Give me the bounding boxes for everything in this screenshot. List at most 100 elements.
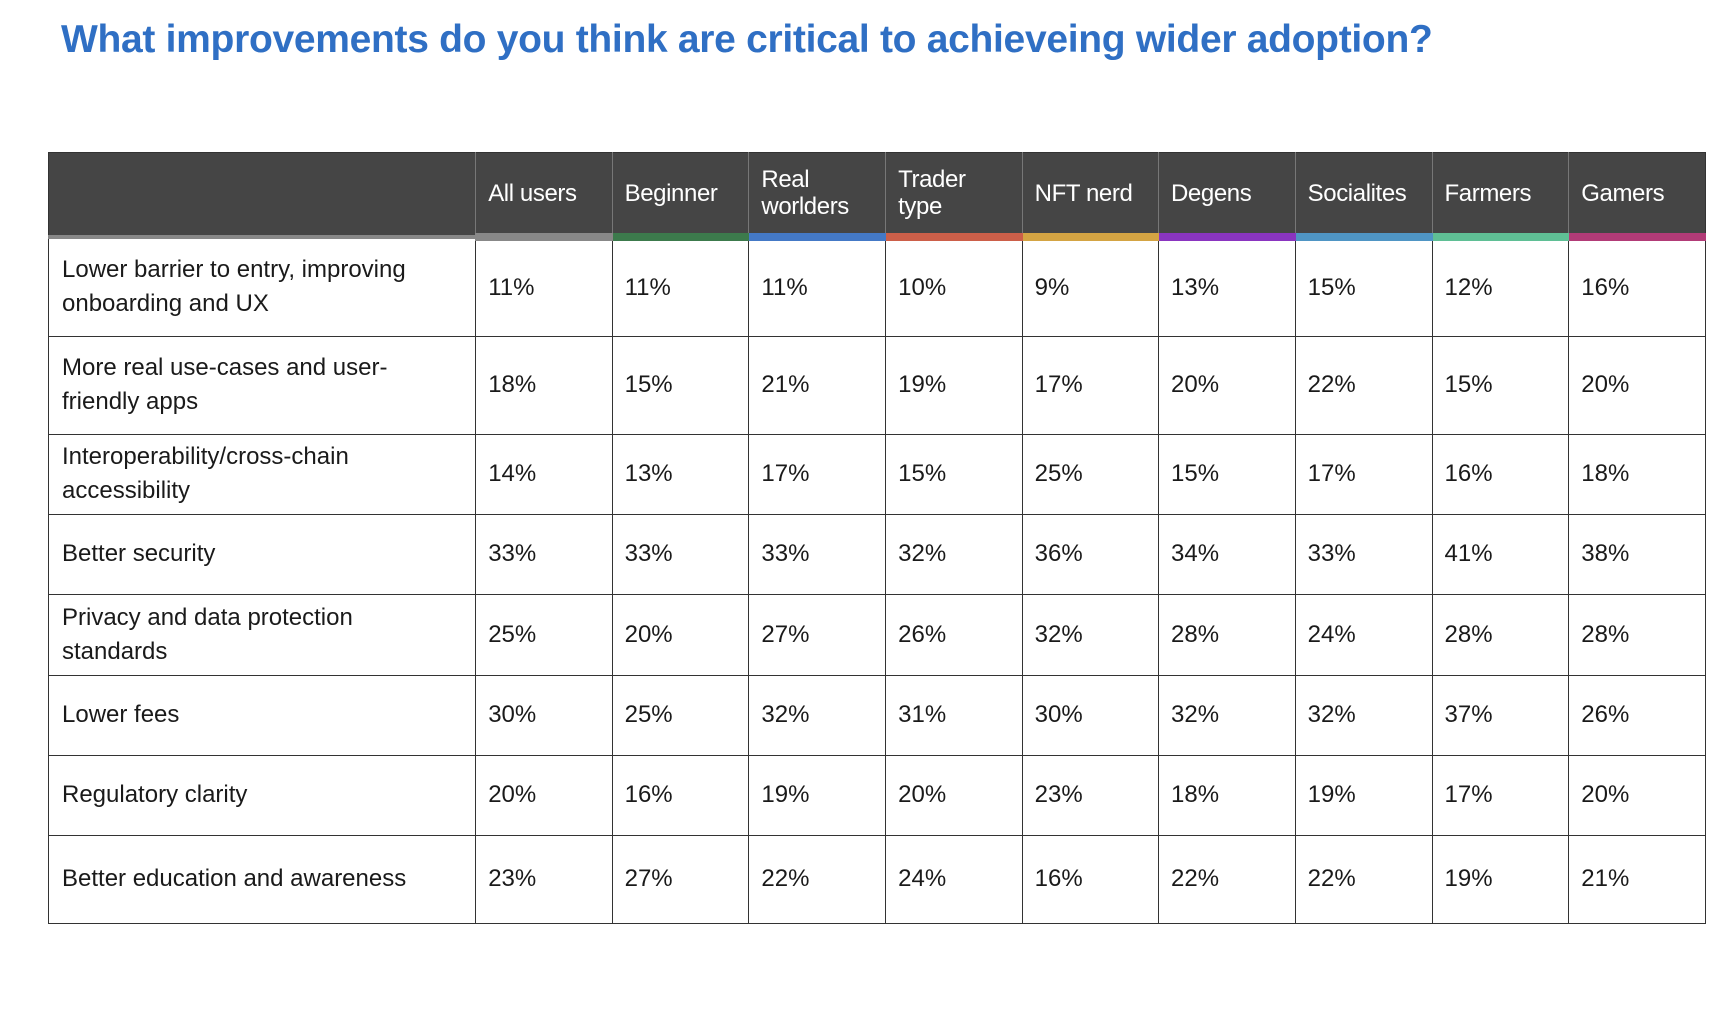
cell-value: 25%	[475, 593, 613, 676]
row-label: Better education and awareness	[47, 834, 477, 924]
header-blank	[48, 152, 476, 239]
column-header: Degens	[1158, 152, 1296, 241]
row-label: Regulatory clarity	[47, 754, 477, 836]
cell-value: 23%	[475, 834, 613, 924]
cell-value: 22%	[748, 834, 887, 924]
cell-value: 13%	[1158, 236, 1296, 337]
cell-value: 28%	[1431, 593, 1570, 676]
cell-value: 22%	[1294, 335, 1433, 435]
cell-value: 20%	[611, 593, 750, 676]
cell-value: 17%	[748, 433, 887, 515]
cell-value: 26%	[1568, 674, 1706, 756]
cell-value: 28%	[1568, 593, 1706, 676]
cell-value: 32%	[1158, 674, 1296, 756]
cell-value: 12%	[1431, 236, 1570, 337]
column-header: Farmers	[1431, 152, 1569, 241]
cell-value: 20%	[885, 754, 1023, 836]
cell-value: 33%	[611, 513, 750, 595]
cell-value: 19%	[1431, 834, 1570, 924]
cell-value: 24%	[885, 834, 1023, 924]
cell-value: 17%	[1431, 754, 1570, 836]
cell-value: 33%	[1294, 513, 1433, 595]
cell-value: 30%	[1021, 674, 1160, 756]
column-header: Socialites	[1294, 152, 1433, 241]
cell-value: 32%	[748, 674, 887, 756]
cell-value: 11%	[611, 236, 750, 337]
table-row: Regulatory clarity 20% 16% 19% 20% 23% 18% 19% 1…	[47, 754, 1706, 836]
cell-value: 32%	[885, 513, 1023, 595]
cell-value: 18%	[1158, 754, 1296, 836]
cell-value: 36%	[1021, 513, 1160, 595]
cell-value: 28%	[1158, 593, 1296, 676]
cell-value: 20%	[475, 754, 613, 836]
cell-value: 25%	[611, 674, 750, 756]
cell-value: 17%	[1021, 335, 1160, 435]
cell-value: 34%	[1158, 513, 1296, 595]
table-row: Interoperability/cross-chain accessibili…	[47, 433, 1706, 515]
cell-value: 15%	[1294, 236, 1433, 337]
cell-value: 19%	[748, 754, 887, 836]
cell-value: 16%	[1431, 433, 1570, 515]
cell-value: 30%	[475, 674, 613, 756]
cell-value: 11%	[475, 236, 613, 337]
cell-value: 37%	[1431, 674, 1570, 756]
table-row: Better education and awareness 23% 27% 22% 2…	[47, 834, 1706, 924]
table-row: Better security 33% 33% 33% 32% 36% 34% 33% 41% 3…	[47, 513, 1706, 595]
survey-table: All users Beginner Real worlders Trader typ…	[47, 152, 1706, 924]
table-row: Privacy and data protection standards 25%…	[47, 593, 1706, 676]
cell-value: 27%	[748, 593, 887, 676]
cell-value: 16%	[1021, 834, 1160, 924]
cell-value: 26%	[885, 593, 1023, 676]
cell-value: 15%	[611, 335, 750, 435]
cell-value: 15%	[1158, 433, 1296, 515]
cell-value: 20%	[1568, 335, 1706, 435]
page-title: What improvements do you think are criti…	[61, 18, 1433, 61]
column-header: Real worlders	[748, 152, 886, 241]
row-label: More real use-cases and user-friendly ap…	[47, 335, 477, 435]
cell-value: 21%	[1568, 834, 1706, 924]
row-label: Privacy and data protection standards	[47, 593, 477, 676]
cell-value: 20%	[1568, 754, 1706, 836]
cell-value: 18%	[1568, 433, 1706, 515]
cell-value: 17%	[1294, 433, 1433, 515]
cell-value: 11%	[748, 236, 887, 337]
table-row: More real use-cases and user-friendly ap…	[47, 335, 1706, 435]
cell-value: 15%	[885, 433, 1023, 515]
cell-value: 16%	[611, 754, 750, 836]
column-header: Gamers	[1568, 152, 1706, 241]
cell-value: 31%	[885, 674, 1023, 756]
cell-value: 23%	[1021, 754, 1160, 836]
cell-value: 38%	[1568, 513, 1706, 595]
column-header: All users	[475, 152, 613, 241]
cell-value: 20%	[1158, 335, 1296, 435]
cell-value: 22%	[1158, 834, 1296, 924]
row-label: Interoperability/cross-chain accessibili…	[47, 433, 477, 515]
cell-value: 32%	[1294, 674, 1433, 756]
cell-value: 41%	[1431, 513, 1570, 595]
cell-value: 18%	[475, 335, 613, 435]
cell-value: 24%	[1294, 593, 1433, 676]
cell-value: 10%	[885, 236, 1023, 337]
cell-value: 16%	[1568, 236, 1706, 337]
column-header: NFT nerd	[1021, 152, 1159, 241]
cell-value: 22%	[1294, 834, 1433, 924]
cell-value: 27%	[611, 834, 750, 924]
cell-value: 33%	[748, 513, 887, 595]
cell-value: 15%	[1431, 335, 1570, 435]
column-header: Trader type	[885, 152, 1023, 241]
column-header: Beginner	[611, 152, 749, 241]
row-label: Lower barrier to entry, improving onboar…	[47, 236, 477, 337]
table-row: Lower barrier to entry, improving onboar…	[47, 236, 1706, 337]
cell-value: 9%	[1021, 236, 1160, 337]
cell-value: 14%	[475, 433, 613, 515]
cell-value: 33%	[475, 513, 613, 595]
row-label: Better security	[47, 513, 477, 595]
cell-value: 19%	[1294, 754, 1433, 836]
cell-value: 13%	[611, 433, 750, 515]
table-row: Lower fees 30% 25% 32% 31% 30% 32% 32% 37% 26%	[47, 674, 1706, 756]
row-label: Lower fees	[47, 674, 477, 756]
cell-value: 32%	[1021, 593, 1160, 676]
cell-value: 19%	[885, 335, 1023, 435]
cell-value: 25%	[1021, 433, 1160, 515]
table-header-row: All users Beginner Real worlders Trader typ…	[48, 152, 1706, 241]
